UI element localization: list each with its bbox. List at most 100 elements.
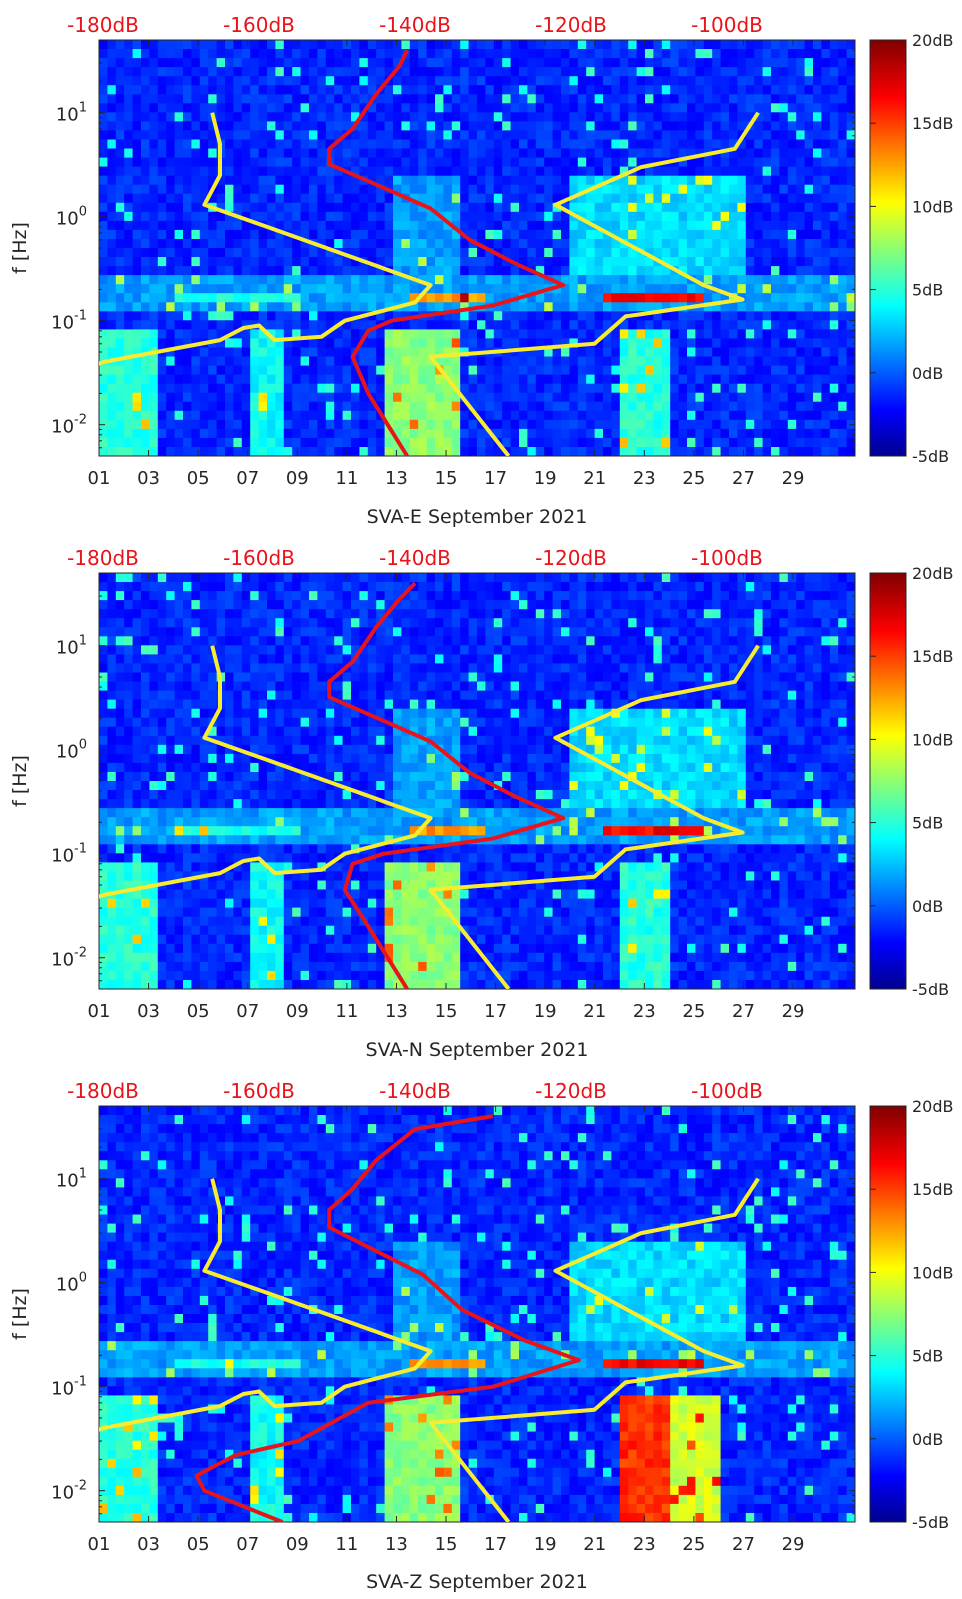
spectrogram-cell	[737, 193, 747, 204]
spectrogram-cell	[636, 293, 646, 303]
spectrogram-cell	[460, 175, 470, 186]
spectrogram-cell	[166, 211, 176, 222]
spectrogram-cell	[174, 76, 184, 86]
spectrogram-cell	[115, 311, 125, 321]
spectrogram-cell	[208, 762, 218, 773]
spectrogram-cell	[695, 293, 705, 303]
spectrogram-cell	[325, 67, 335, 77]
spectrogram-cell	[426, 40, 436, 50]
spectrogram-cell	[527, 49, 537, 59]
spectrogram-cell	[258, 76, 268, 86]
spectrogram-cell	[309, 229, 318, 240]
spectrogram-cell	[401, 139, 411, 150]
spectrogram-cell	[678, 94, 688, 104]
spectrogram-cell	[544, 211, 554, 222]
spectrogram-cell	[99, 40, 108, 50]
spectrogram-cell	[771, 447, 780, 456]
spectrogram-cell	[141, 40, 150, 50]
spectrogram-cell	[183, 257, 192, 267]
spectrogram-cell	[342, 175, 352, 186]
spectrogram-cell	[645, 338, 654, 348]
spectrogram-cell	[157, 58, 167, 68]
spectrogram-cell	[451, 175, 461, 186]
spectrogram-cell	[695, 257, 705, 267]
spectrogram-cell	[460, 275, 470, 285]
spectrogram-cell	[485, 49, 495, 59]
spectrogram-cell	[183, 148, 192, 159]
spectrogram-cell	[653, 365, 663, 376]
spectrogram-cell	[250, 447, 260, 456]
spectrogram-cell	[157, 338, 167, 348]
spectrogram-cell	[309, 347, 318, 358]
spectrogram-cell	[569, 293, 579, 303]
spectrogram-cell	[283, 112, 293, 122]
spectrogram-cell	[250, 338, 260, 348]
spectrogram-cell	[519, 76, 528, 86]
spectrogram-cell	[250, 383, 260, 394]
spectrogram-cell	[166, 708, 176, 719]
spectrogram-cell	[460, 76, 470, 86]
spectrogram-cell	[544, 266, 554, 276]
spectrogram-cell	[838, 447, 848, 456]
spectrogram-cell	[199, 383, 209, 394]
spectrogram-cell	[99, 85, 108, 95]
spectrogram-cell	[435, 166, 444, 177]
spectrogram-cell	[603, 347, 612, 358]
spectrogram-cell	[334, 410, 344, 421]
spectrogram-cell	[779, 121, 789, 131]
spectrogram-cell	[569, 76, 579, 86]
spectrogram-cell	[275, 130, 285, 140]
spectrogram-cell	[821, 248, 831, 258]
spectrogram-cell	[216, 898, 226, 909]
spectrogram-cell	[846, 67, 855, 77]
spectrogram-cell	[754, 320, 764, 330]
spectrogram-cell	[477, 157, 486, 168]
spectrogram-cell	[569, 275, 579, 285]
spectrogram-cell	[485, 148, 495, 159]
spectrogram-cell	[208, 229, 218, 240]
spectrogram-cell	[645, 121, 654, 131]
spectrogram-cell	[292, 175, 302, 186]
spectrogram-cell	[703, 338, 713, 348]
spectrogram-cell	[149, 636, 159, 646]
spectrogram-cell	[166, 447, 176, 456]
spectrogram-cell	[183, 184, 192, 195]
spectrogram-cell	[426, 447, 436, 456]
spectrogram-cell	[367, 40, 377, 50]
spectrogram-cell	[401, 383, 411, 394]
spectrogram-cell	[821, 202, 831, 213]
spectrogram-cell	[695, 329, 705, 339]
spectrogram-cell	[325, 401, 335, 412]
spectrogram-cell	[796, 437, 806, 448]
spectrogram-cell	[846, 148, 855, 159]
spectrogram-cell	[787, 428, 797, 439]
spectrogram-cell	[174, 618, 184, 628]
spectrogram-cell	[199, 130, 209, 140]
spectrogram-cell	[426, 166, 436, 177]
spectrogram-cell	[493, 410, 503, 421]
spectrogram-cell	[418, 383, 428, 394]
spectrogram-cell	[191, 401, 201, 412]
spectrogram-cell	[569, 112, 579, 122]
spectrogram-cell	[519, 329, 528, 339]
spectrogram-cell	[838, 58, 848, 68]
spectrogram-cell	[460, 419, 470, 430]
spectrogram-cell	[687, 347, 696, 358]
spectrogram-cell	[309, 121, 318, 131]
spectrogram-cell	[225, 609, 234, 619]
spectrogram-cell	[779, 338, 789, 348]
spectrogram-cell	[359, 49, 369, 59]
spectrogram-cell	[737, 248, 747, 258]
spectrogram-cell	[132, 573, 142, 583]
spectrogram-cell	[510, 220, 520, 231]
spectrogram-cell	[208, 844, 218, 854]
spectrogram-cell	[292, 94, 302, 104]
spectrogram-cell	[107, 275, 117, 285]
spectrogram-cell	[359, 85, 369, 95]
spectrogram-cell	[149, 961, 159, 972]
spectrogram-cell	[107, 934, 117, 945]
spectrogram-cell	[636, 76, 646, 86]
spectrogram-cell	[552, 383, 562, 394]
spectrogram-cell	[115, 663, 125, 673]
spectrogram-cell	[107, 799, 117, 809]
